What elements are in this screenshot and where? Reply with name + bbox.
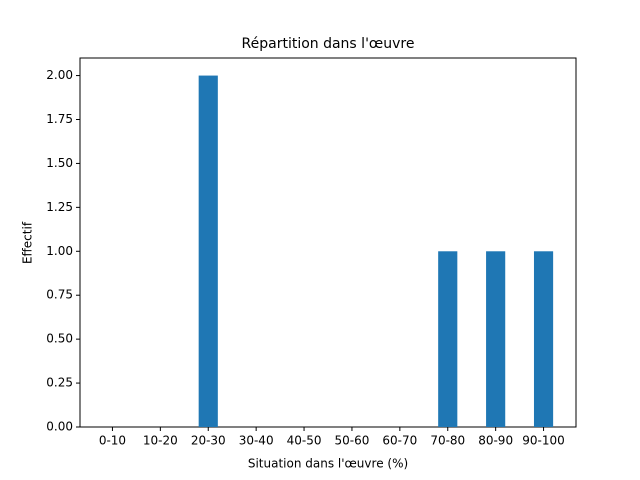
y-tick-label: 2.00 <box>46 68 73 82</box>
x-tick-label: 20-30 <box>191 434 226 448</box>
x-tick-label: 60-70 <box>382 434 417 448</box>
x-axis-label: Situation dans l'œuvre (%) <box>248 457 408 471</box>
y-tick-label: 1.75 <box>46 112 73 126</box>
bar <box>198 75 218 428</box>
y-tick-label: 0.75 <box>46 288 73 302</box>
y-tick-label: 1.50 <box>46 156 73 170</box>
y-tick-label: 1.00 <box>46 244 73 258</box>
x-tick-label: 10-20 <box>143 434 178 448</box>
bar <box>438 251 458 427</box>
x-tick-label: 0-10 <box>99 434 126 448</box>
x-tick-label: 50-60 <box>335 434 370 448</box>
y-tick-label: 1.25 <box>46 200 73 214</box>
chart-title: Répartition dans l'œuvre <box>242 36 415 52</box>
bar <box>533 251 554 427</box>
x-tick-label: 90-100 <box>522 434 565 448</box>
x-tick-label: 40-50 <box>287 434 322 448</box>
x-tick-label: 80-90 <box>478 434 513 448</box>
bar <box>486 251 506 427</box>
axes-frame <box>79 57 577 428</box>
y-axis-label: Effectif <box>21 221 35 264</box>
x-tick-label: 30-40 <box>239 434 274 448</box>
x-tick-label: 70-80 <box>430 434 465 448</box>
y-tick-label: 0.50 <box>46 332 73 346</box>
y-tick-label: 0.00 <box>46 420 73 434</box>
y-tick-label: 0.25 <box>46 376 73 390</box>
